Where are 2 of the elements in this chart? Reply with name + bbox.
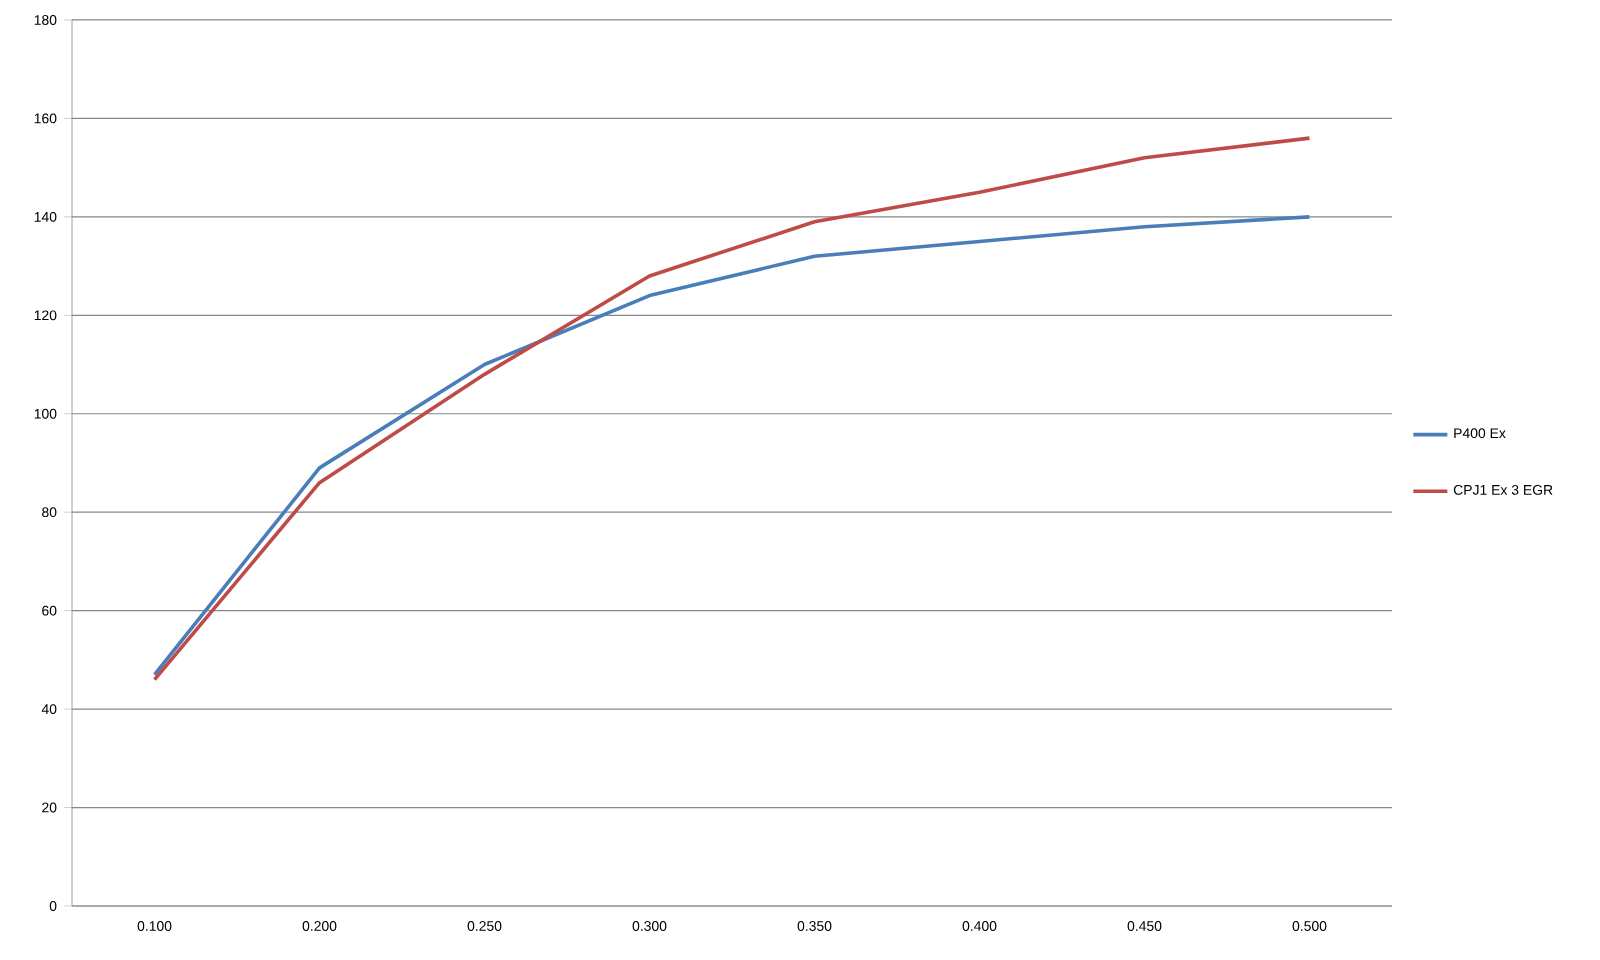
line-series bbox=[152, 215, 1312, 677]
line-series bbox=[152, 136, 1312, 682]
